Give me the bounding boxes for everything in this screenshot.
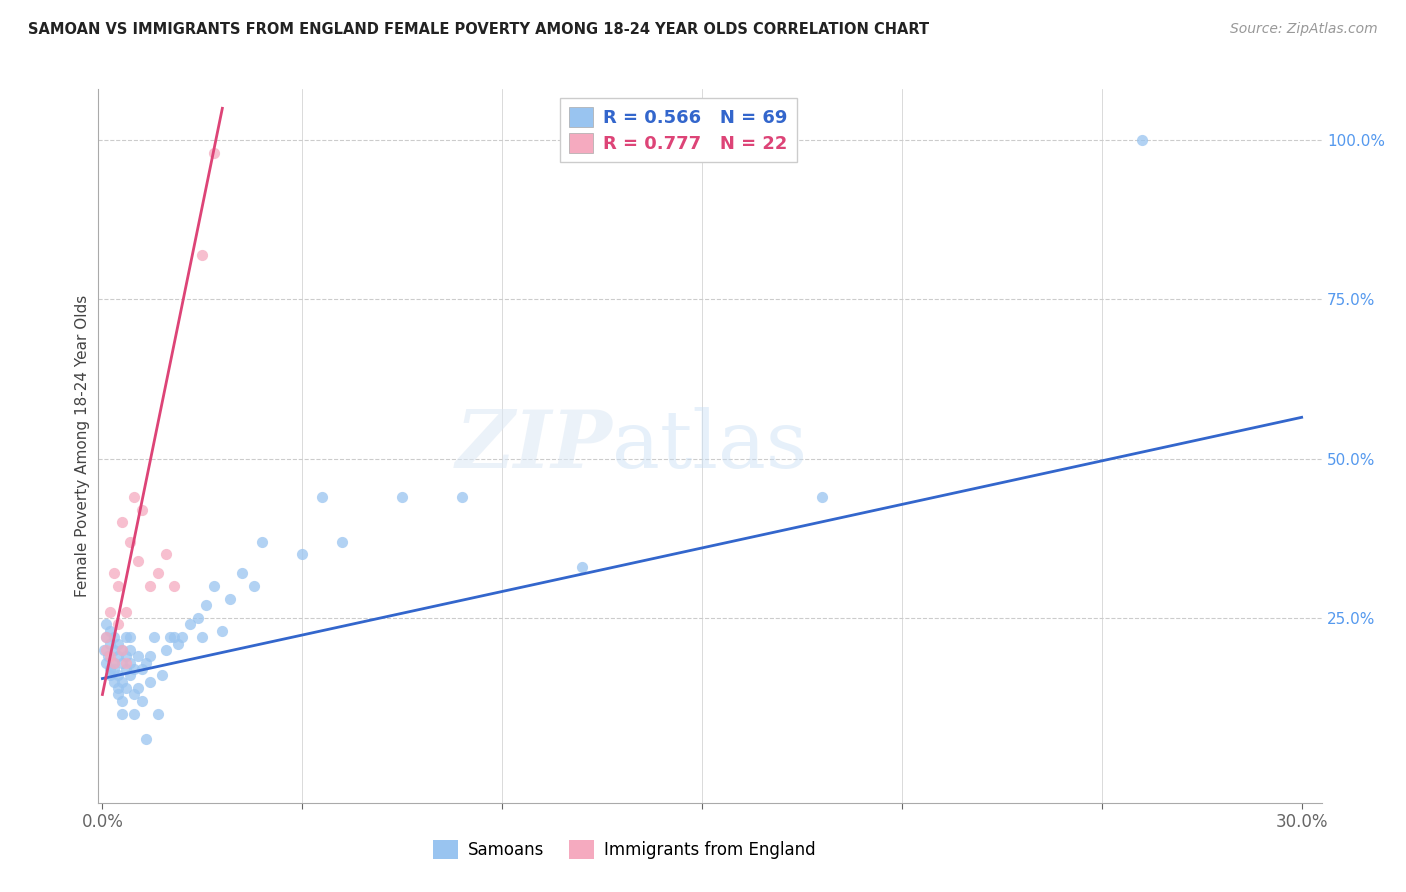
Point bbox=[191, 630, 214, 644]
Point bbox=[231, 566, 253, 581]
Point bbox=[135, 656, 157, 670]
Point bbox=[100, 662, 122, 676]
Point bbox=[120, 630, 142, 644]
Point bbox=[111, 706, 134, 721]
Point bbox=[120, 656, 142, 670]
Text: Source: ZipAtlas.com: Source: ZipAtlas.com bbox=[1230, 22, 1378, 37]
Point bbox=[96, 630, 118, 644]
Point bbox=[211, 624, 233, 638]
Point bbox=[143, 630, 166, 644]
Point bbox=[100, 605, 122, 619]
Point bbox=[252, 534, 274, 549]
Text: ZIP: ZIP bbox=[456, 408, 612, 484]
Point bbox=[167, 636, 190, 650]
Y-axis label: Female Poverty Among 18-24 Year Olds: Female Poverty Among 18-24 Year Olds bbox=[75, 295, 90, 597]
Point bbox=[107, 668, 129, 682]
Point bbox=[120, 643, 142, 657]
Point bbox=[187, 611, 209, 625]
Point bbox=[131, 694, 153, 708]
Point bbox=[191, 248, 214, 262]
Text: SAMOAN VS IMMIGRANTS FROM ENGLAND FEMALE POVERTY AMONG 18-24 YEAR OLDS CORRELATI: SAMOAN VS IMMIGRANTS FROM ENGLAND FEMALE… bbox=[28, 22, 929, 37]
Point bbox=[155, 643, 177, 657]
Point bbox=[100, 636, 122, 650]
Point bbox=[127, 681, 149, 695]
Point bbox=[139, 674, 162, 689]
Point bbox=[115, 605, 138, 619]
Point bbox=[115, 649, 138, 664]
Point bbox=[107, 681, 129, 695]
Point bbox=[139, 579, 162, 593]
Point bbox=[155, 547, 177, 561]
Point bbox=[202, 145, 225, 160]
Point bbox=[96, 656, 118, 670]
Legend: Samoans, Immigrants from England: Samoans, Immigrants from England bbox=[426, 834, 823, 866]
Point bbox=[103, 662, 125, 676]
Point bbox=[159, 630, 181, 644]
Point bbox=[120, 668, 142, 682]
Point bbox=[111, 643, 134, 657]
Point bbox=[124, 688, 146, 702]
Point bbox=[103, 630, 125, 644]
Point bbox=[107, 579, 129, 593]
Point bbox=[115, 681, 138, 695]
Point bbox=[124, 706, 146, 721]
Point bbox=[243, 579, 266, 593]
Point bbox=[111, 694, 134, 708]
Point bbox=[111, 674, 134, 689]
Point bbox=[115, 656, 138, 670]
Point bbox=[148, 566, 170, 581]
Point bbox=[127, 554, 149, 568]
Point bbox=[100, 649, 122, 664]
Point bbox=[150, 668, 173, 682]
Point bbox=[111, 516, 134, 530]
Point bbox=[107, 636, 129, 650]
Point bbox=[148, 706, 170, 721]
Point bbox=[195, 599, 218, 613]
Text: atlas: atlas bbox=[612, 407, 807, 485]
Point bbox=[131, 662, 153, 676]
Point bbox=[219, 591, 242, 606]
Point bbox=[124, 662, 146, 676]
Point bbox=[111, 656, 134, 670]
Point bbox=[291, 547, 314, 561]
Point bbox=[120, 534, 142, 549]
Point bbox=[115, 630, 138, 644]
Point bbox=[107, 649, 129, 664]
Point bbox=[131, 502, 153, 516]
Point bbox=[111, 643, 134, 657]
Point bbox=[96, 617, 118, 632]
Point bbox=[103, 674, 125, 689]
Point bbox=[451, 490, 474, 504]
Point bbox=[127, 649, 149, 664]
Point bbox=[163, 579, 186, 593]
Point bbox=[93, 643, 115, 657]
Point bbox=[96, 630, 118, 644]
Point bbox=[115, 662, 138, 676]
Point bbox=[103, 566, 125, 581]
Point bbox=[571, 560, 593, 574]
Point bbox=[107, 688, 129, 702]
Point bbox=[163, 630, 186, 644]
Point bbox=[103, 656, 125, 670]
Point bbox=[202, 579, 225, 593]
Point bbox=[811, 490, 834, 504]
Point bbox=[124, 490, 146, 504]
Point bbox=[97, 649, 120, 664]
Point bbox=[391, 490, 413, 504]
Point bbox=[103, 656, 125, 670]
Point bbox=[107, 617, 129, 632]
Point bbox=[100, 668, 122, 682]
Point bbox=[135, 732, 157, 747]
Point bbox=[311, 490, 333, 504]
Point bbox=[172, 630, 194, 644]
Point bbox=[96, 643, 118, 657]
Point bbox=[100, 624, 122, 638]
Point bbox=[139, 649, 162, 664]
Point bbox=[1130, 133, 1153, 147]
Point bbox=[330, 534, 353, 549]
Point bbox=[179, 617, 201, 632]
Point bbox=[103, 643, 125, 657]
